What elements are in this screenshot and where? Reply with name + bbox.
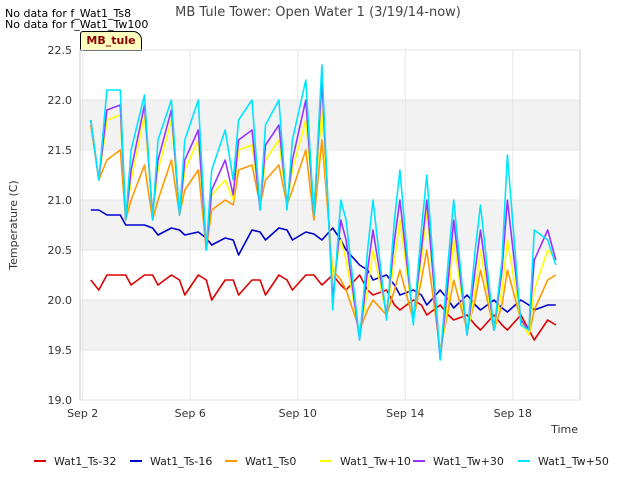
legend-label: Wat1_Tw+30 xyxy=(433,455,504,468)
x-tick-label: Sep 18 xyxy=(494,407,532,420)
nodata-line-2: No data for f_Wat1_Tw100 xyxy=(5,18,149,31)
legend-label: Wat1_Ts-32 xyxy=(54,455,116,468)
chart-title: MB Tule Tower: Open Water 1 (3/19/14-now… xyxy=(175,5,461,20)
y-tick-label: 22.0 xyxy=(48,94,73,107)
x-tick-label: Sep 6 xyxy=(175,407,206,420)
nodata-line-1: No data for f_Wat1_Ts8 xyxy=(5,7,132,20)
y-tick-label: 19.0 xyxy=(48,394,73,407)
y-tick-label: 21.0 xyxy=(48,194,73,207)
series-line-wat1-ts-32 xyxy=(90,274,557,341)
x-tick-label: Sep 14 xyxy=(386,407,424,420)
y-tick-label: 20.0 xyxy=(48,294,73,307)
x-tick-label: Sep 10 xyxy=(279,407,317,420)
grid-band xyxy=(80,100,580,150)
series-line-wat1-ts0 xyxy=(90,124,557,351)
series-line-wat1-tw-10 xyxy=(90,109,557,356)
x-axis-label: Time xyxy=(550,423,578,436)
series-line-wat1-tw-50 xyxy=(90,64,557,361)
legend-label: Wat1_Tw+50 xyxy=(538,455,609,468)
legend-label: Wat1_Tw+10 xyxy=(340,455,411,468)
site-badge: MB_tule xyxy=(80,31,142,51)
y-tick-label: 19.5 xyxy=(48,344,73,357)
y-tick-label: 21.5 xyxy=(48,144,73,157)
legend-label: Wat1_Ts-16 xyxy=(150,455,212,468)
y-axis-label: Temperature (C) xyxy=(7,180,20,270)
y-tick-label: 20.5 xyxy=(48,244,73,257)
legend-label: Wat1_Ts0 xyxy=(245,455,296,468)
x-tick-label: Sep 2 xyxy=(67,407,98,420)
series-line-wat1-ts-16 xyxy=(90,209,556,313)
y-tick-label: 22.5 xyxy=(48,44,73,57)
grid-band xyxy=(80,300,580,350)
